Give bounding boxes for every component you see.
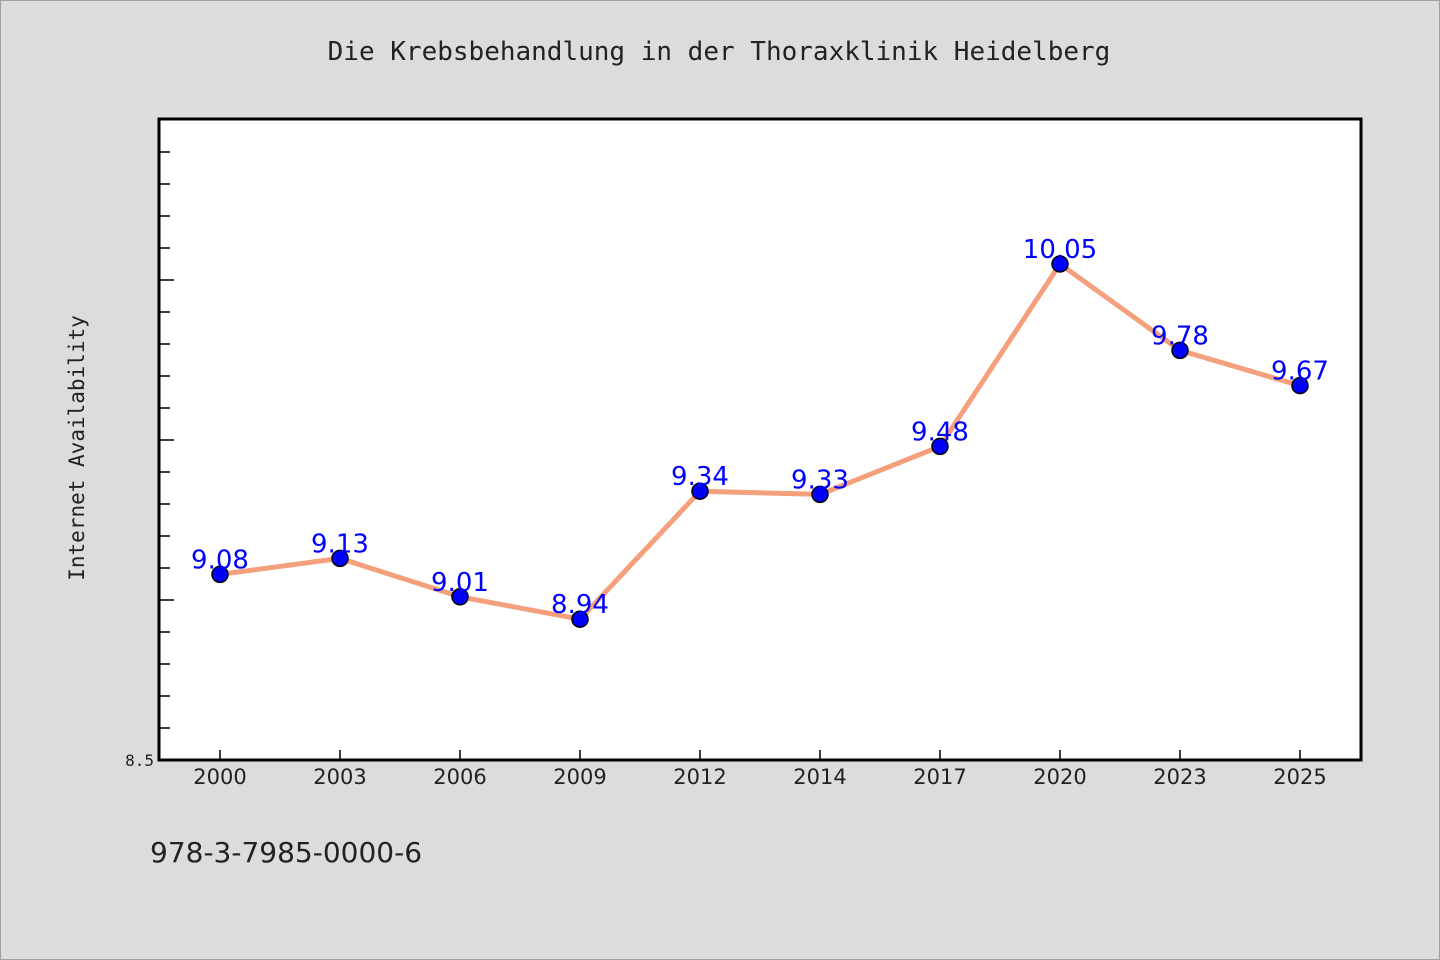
data-point [811, 485, 829, 504]
x-tick-label: 2014 [793, 765, 846, 789]
x-tick-label: 2025 [1273, 765, 1326, 789]
data-point [1291, 376, 1309, 395]
data-label: 9.78 [1151, 321, 1209, 351]
x-tick-label: 2017 [913, 765, 966, 789]
data-labels: 9.08 9.13 9.01 8.94 9.34 9.33 9.48 10.05 9.78 9.6… [191, 235, 1329, 620]
y-tick-label: 8.5 [125, 751, 154, 770]
x-tick-label: 2012 [673, 765, 726, 789]
data-label: 9.33 [791, 465, 849, 495]
y-axis-ticks: 8.5 [125, 151, 174, 770]
y-axis-label: Internet Availability [65, 315, 89, 581]
data-label: 9.34 [671, 462, 729, 492]
data-point [451, 588, 469, 606]
data-points [211, 255, 1309, 628]
x-axis-ticks: 2000 2003 2006 2009 2012 2014 2017 2020 2023 2025 [193, 750, 1327, 789]
series-line [219, 261, 1301, 622]
data-label: 9.01 [431, 568, 489, 598]
data-point [691, 482, 709, 500]
data-point [1171, 341, 1189, 360]
data-label: 9.48 [911, 417, 969, 447]
plot-area [157, 117, 1363, 762]
data-label: 9.67 [1271, 357, 1329, 387]
data-point [211, 565, 229, 584]
x-tick-label: 2023 [1153, 765, 1206, 789]
chart-title: Die Krebsbehandlung in der Thoraxklinik … [328, 37, 1111, 67]
x-tick-label: 2000 [193, 765, 246, 789]
data-point [1051, 255, 1069, 273]
data-point [931, 437, 949, 456]
series-line-group [219, 261, 1301, 622]
x-tick-label: 2020 [1033, 765, 1086, 789]
data-label: 8.94 [551, 590, 609, 620]
x-tick-label: 2003 [313, 765, 366, 789]
isbn-text: 978-3-7985-0000-6 [150, 836, 422, 869]
data-point [331, 549, 349, 568]
x-tick-label: 2006 [433, 765, 486, 789]
x-tick-label: 2009 [553, 765, 606, 789]
data-label: 10.05 [1023, 235, 1097, 265]
data-label: 9.13 [311, 529, 369, 559]
data-point [571, 610, 589, 628]
data-label: 9.08 [191, 545, 249, 575]
